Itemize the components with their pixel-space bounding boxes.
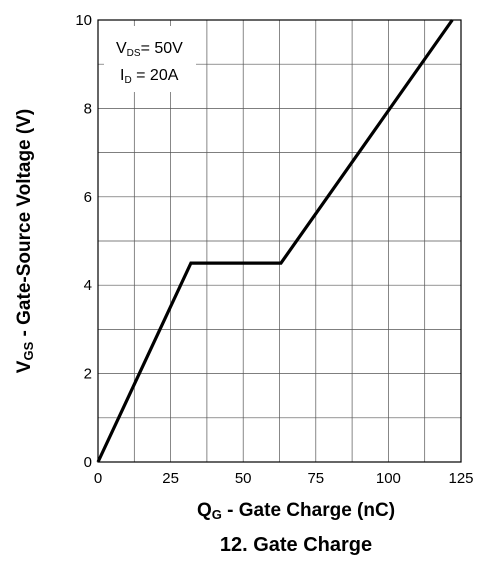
y-tick-label: 6 <box>84 189 92 206</box>
y-tick-label: 2 <box>84 366 92 383</box>
y-tick-label: 0 <box>84 454 92 471</box>
figure-caption: 12. Gate Charge <box>220 534 372 556</box>
y-tick-label: 8 <box>84 100 92 117</box>
x-tick-label: 100 <box>376 470 401 487</box>
y-tick-label: 4 <box>84 277 92 294</box>
x-tick-label: 75 <box>307 470 324 487</box>
x-tick-labels: 0 25 50 75 100 125 <box>94 470 474 487</box>
annotation-box: VDS= 50V ID = 20A <box>104 26 196 92</box>
annotation-vds: VDS= 50V <box>116 40 183 59</box>
y-tick-labels: 0 2 4 6 8 10 <box>75 12 92 471</box>
y-axis-title: VGS - Gate-Source Voltage (V) <box>14 109 36 373</box>
x-tick-label: 50 <box>235 470 252 487</box>
x-tick-label: 25 <box>162 470 179 487</box>
x-tick-label: 125 <box>448 470 473 487</box>
y-tick-label: 10 <box>75 12 92 29</box>
x-axis-title: QG - Gate Charge (nC) <box>197 500 395 522</box>
x-tick-label: 0 <box>94 470 102 487</box>
